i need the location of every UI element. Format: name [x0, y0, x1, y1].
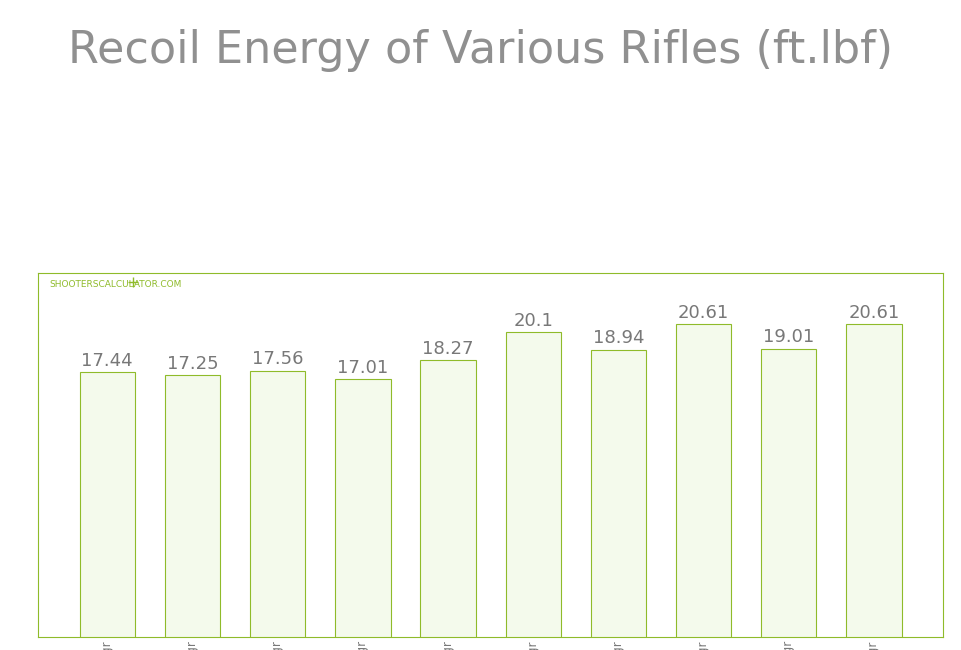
Text: Recoil Energy of Various Rifles (ft.lbf): Recoil Energy of Various Rifles (ft.lbf) — [68, 29, 893, 72]
Bar — [250, 370, 305, 637]
Text: 20.61: 20.61 — [848, 304, 899, 322]
Bar — [164, 376, 220, 637]
Text: 20.61: 20.61 — [678, 304, 728, 322]
Text: 17.44: 17.44 — [82, 352, 133, 370]
Text: 17.25: 17.25 — [166, 355, 218, 373]
Text: 17.56: 17.56 — [252, 350, 303, 369]
Text: 18.27: 18.27 — [422, 340, 473, 358]
Text: 20.1: 20.1 — [513, 312, 553, 330]
Bar — [846, 324, 900, 637]
Bar — [590, 350, 646, 637]
Text: 18.94: 18.94 — [592, 330, 644, 348]
Text: SHOOTERSCALCULATOR.COM: SHOOTERSCALCULATOR.COM — [49, 280, 182, 289]
Bar — [505, 332, 560, 637]
Bar — [334, 379, 390, 637]
Text: 17.01: 17.01 — [337, 359, 388, 377]
Bar — [676, 324, 730, 637]
Bar — [80, 372, 135, 637]
Text: 19.01: 19.01 — [762, 328, 814, 346]
Bar — [760, 348, 816, 637]
Bar — [420, 360, 476, 637]
